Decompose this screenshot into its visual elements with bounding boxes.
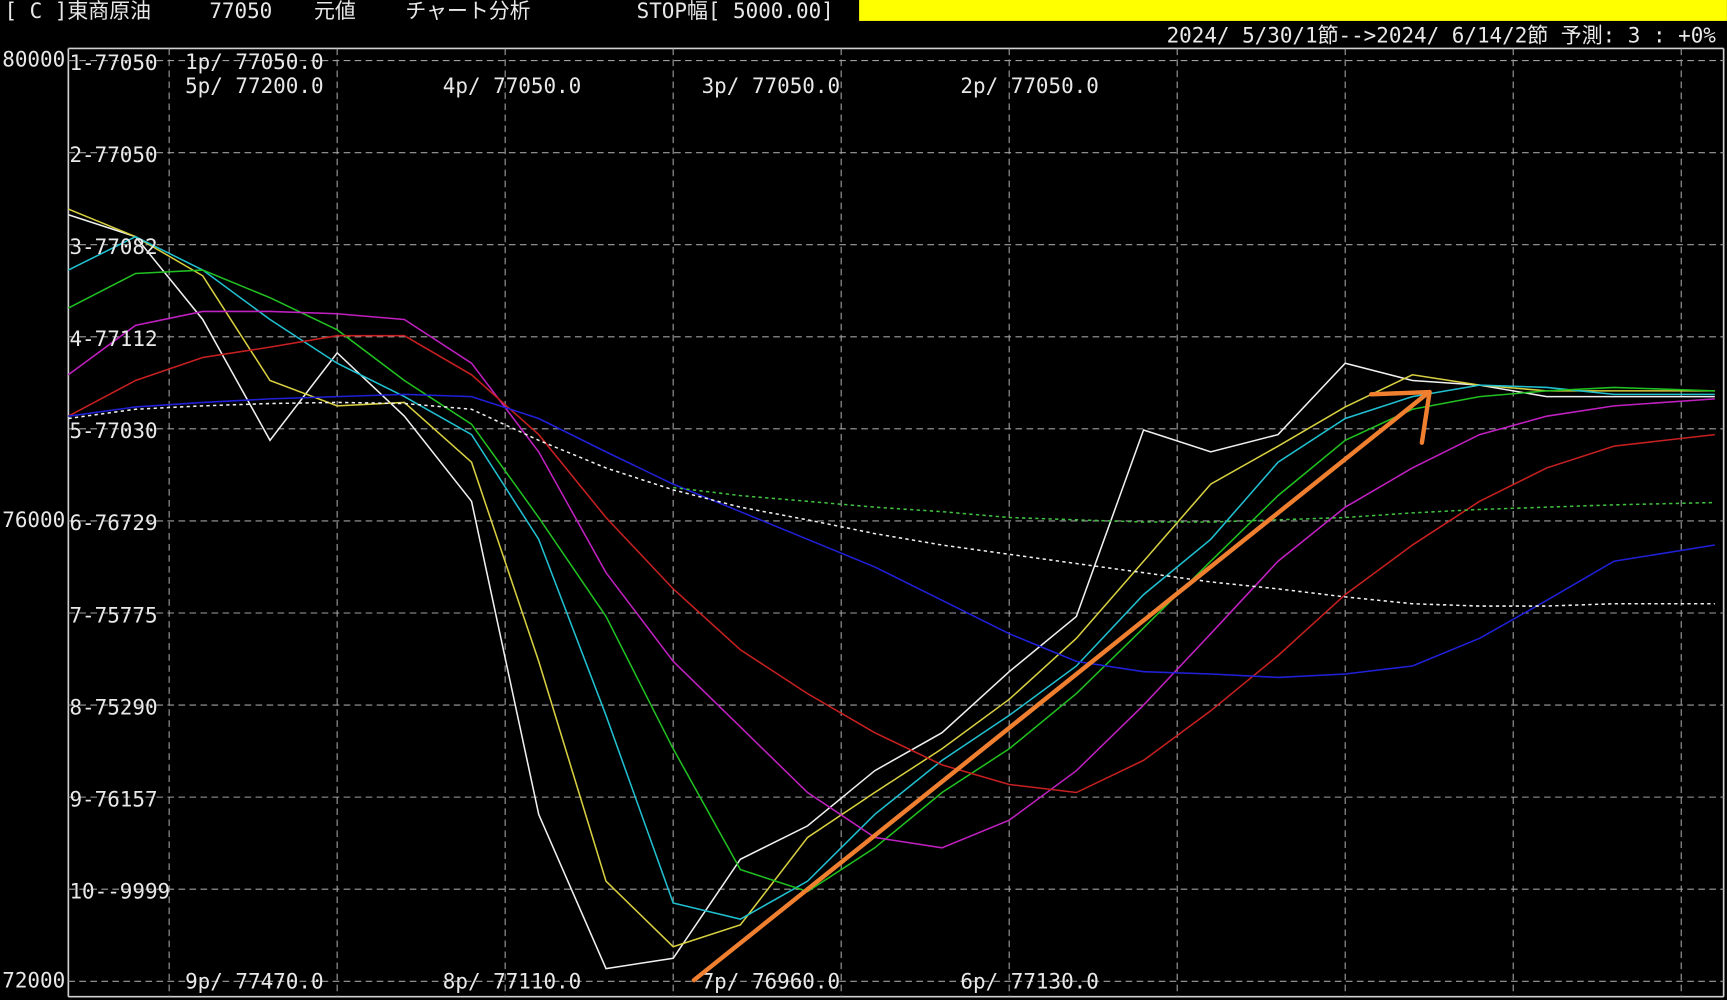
annotation: 8p/ 77110.0	[443, 969, 581, 993]
level-label: 1-77050	[69, 51, 157, 75]
header-item: 77050	[209, 0, 272, 23]
series-line	[68, 401, 1715, 607]
labels: 80000 76000 72000 1-77050 2-77050 3-77082 4-77…	[2, 48, 1099, 994]
annotation: 9p/ 77470.0	[185, 969, 323, 993]
series-line	[68, 208, 1715, 948]
level-label: 7-75775	[69, 603, 157, 627]
annotation: 7p/ 76960.0	[702, 969, 840, 993]
header-bar	[859, 0, 1727, 21]
level-label: 2-77050	[69, 143, 157, 167]
trend-arrow	[691, 389, 1432, 983]
annotation: 4p/ 77050.0	[443, 74, 581, 98]
level-label: 9-76157	[69, 787, 157, 811]
level-label: 5-77030	[69, 419, 157, 443]
series-line	[68, 214, 1715, 970]
y-tick-label: 76000	[2, 508, 65, 532]
level-label: 4-77112	[69, 327, 157, 351]
level-label: 3-77082	[69, 235, 157, 259]
header-item: [ C ]東商原油	[4, 0, 151, 23]
y-tick-label: 72000	[2, 968, 65, 992]
level-label: 6-76729	[69, 511, 157, 535]
header-item: 元値	[314, 0, 356, 23]
arrow-head	[1419, 389, 1432, 445]
series-line	[67, 269, 1715, 893]
annotation: 6p/ 77130.0	[960, 969, 1098, 993]
series-line	[67, 334, 1715, 794]
y-tick-label: 80000	[2, 48, 65, 72]
series-line	[673, 486, 1715, 523]
level-label: 10--9999	[69, 880, 170, 904]
annotation: 1p/ 77050.0	[185, 50, 323, 74]
annotation: 3p/ 77050.0	[702, 74, 840, 98]
series-line	[68, 235, 1715, 920]
header-item: チャート分析	[405, 0, 530, 23]
annotation: 2p/ 77050.0	[960, 74, 1098, 98]
header-item: STOP幅[ 5000.00]	[637, 0, 834, 23]
series-line	[68, 393, 1715, 679]
arrow-head	[1369, 389, 1432, 397]
arrow-line	[691, 392, 1429, 983]
level-label: 8-75290	[69, 695, 157, 719]
annotation: 5p/ 77200.0	[185, 74, 323, 98]
header-period: 2024/ 5/30/1節-->2024/ 6/14/2節 予測: 3 : +0…	[1167, 23, 1717, 47]
